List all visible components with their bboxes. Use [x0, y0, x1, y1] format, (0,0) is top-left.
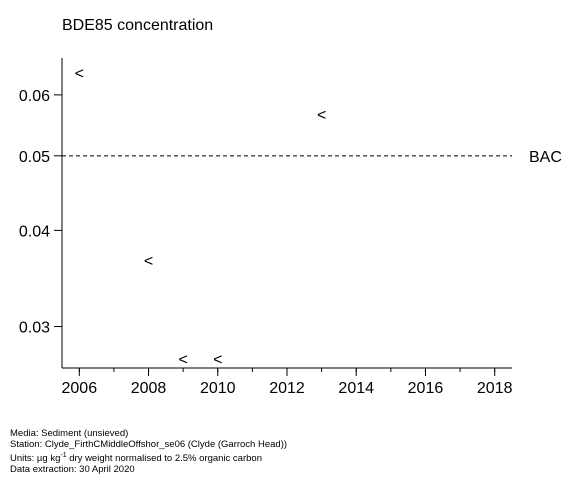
x-tick-label: 2006 — [62, 380, 98, 397]
data-point-less-than: < — [75, 65, 84, 82]
y-tick-label: 0.04 — [19, 223, 50, 240]
x-tick-label: 2016 — [408, 380, 444, 397]
x-tick-label: 2014 — [338, 380, 374, 397]
data-point-less-than: < — [178, 351, 187, 368]
x-tick-label: 2012 — [269, 380, 305, 397]
chart-plot: 2006 2008 2010 2012 2014 2016 2018 0.03 0.04 0.05… — [19, 58, 562, 397]
chart-title: BDE85 concentration — [62, 17, 214, 34]
y-tick-label: 0.03 — [19, 320, 50, 337]
x-tick-label: 2010 — [200, 380, 236, 397]
footer-units-prefix: Units: µg kg — [10, 453, 61, 465]
data-point-less-than: < — [317, 107, 326, 124]
data-point-less-than: < — [213, 351, 222, 368]
footer-media: Media: Sediment (unsieved) — [10, 428, 129, 439]
x-tick-label: 2008 — [131, 380, 167, 397]
footer-units: Units: µg kg-1 dry weight normalised to … — [10, 450, 287, 464]
chart-footer: Media: Sediment (unsieved) Station: Clyd… — [10, 428, 287, 475]
footer-station: Station: Clyde_FirthCMiddleOffshor_se06 … — [10, 439, 288, 450]
footer-units-sup: -1 — [60, 452, 67, 459]
footer-units-suffix: dry weight normalised to 2.5% organic ca… — [66, 453, 262, 465]
footer-extraction: Data extraction: 30 April 2020 — [10, 464, 135, 476]
data-point-less-than: < — [144, 253, 153, 270]
x-tick-label: 2018 — [477, 380, 513, 397]
y-tick-label: 0.05 — [19, 149, 50, 166]
reference-line-label: BAC — [529, 149, 562, 166]
y-tick-label: 0.06 — [19, 88, 50, 105]
